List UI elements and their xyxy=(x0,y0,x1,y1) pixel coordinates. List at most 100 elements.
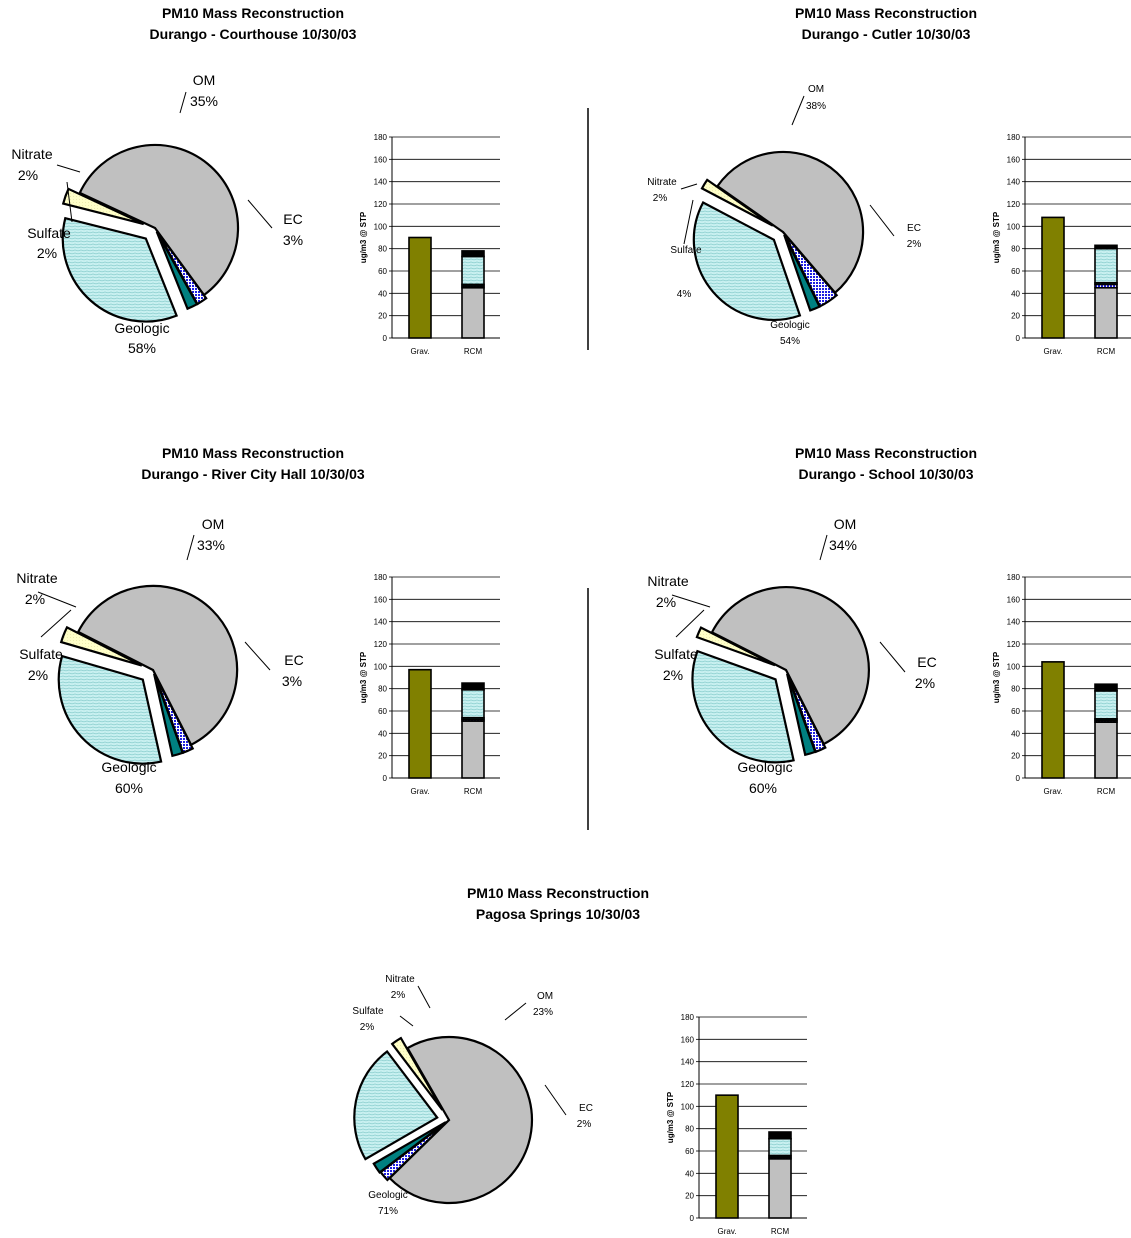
y-tick-label: 20 xyxy=(1011,312,1020,321)
panel-5: PM10 Mass Reconstruction Pagosa Springs 1… xyxy=(352,885,807,1236)
y-tick-label: 160 xyxy=(681,1035,695,1044)
leader-line-nitrate xyxy=(417,985,431,1009)
leader-line-sulfate xyxy=(675,609,705,638)
bar-grav xyxy=(1041,216,1065,339)
slice-percent-om: 38% xyxy=(806,101,826,112)
slice-percent-nitrate: 2% xyxy=(653,193,668,204)
slice-percent-ec: 3% xyxy=(282,673,302,689)
slice-label-sulfate: Sulfate xyxy=(27,225,71,241)
y-tick-label: 80 xyxy=(685,1125,694,1134)
slice-percent-sulfate: 4% xyxy=(677,289,692,300)
x-tick-label: Grav. xyxy=(718,1227,737,1236)
y-tick-label: 20 xyxy=(378,752,387,761)
slice-label-ec: EC xyxy=(579,1103,593,1114)
pie-slice-ec xyxy=(700,178,774,227)
slice-percent-ec: 2% xyxy=(915,675,935,691)
leader-line-om xyxy=(791,95,805,126)
slice-label-geologic: Geologic xyxy=(368,1190,407,1201)
leader-line-nitrate xyxy=(671,594,711,608)
slice-percent-sulfate: 2% xyxy=(28,667,48,683)
leader-line-om xyxy=(504,1002,527,1021)
bar-rcm-om xyxy=(768,1137,792,1157)
y-tick-label: 20 xyxy=(685,1192,694,1201)
y-tick-label: 40 xyxy=(378,289,387,298)
chart-subtitle: Durango - Cutler 10/30/03 xyxy=(802,26,971,42)
slice-label-sulfate: Sulfate xyxy=(19,646,63,662)
slice-label-om: OM xyxy=(202,516,225,532)
bar-rcm-geologic xyxy=(461,286,485,339)
pie-slice-ec xyxy=(390,1036,444,1111)
slice-label-geologic: Geologic xyxy=(114,320,169,336)
panel-1: PM10 Mass Reconstruction Durango - Courth… xyxy=(11,5,500,356)
chart-subtitle: Pagosa Springs 10/30/03 xyxy=(476,906,640,922)
slice-percent-geologic: 58% xyxy=(128,340,156,356)
y-tick-label: 60 xyxy=(685,1147,694,1156)
bar-grav xyxy=(1041,661,1065,779)
slice-label-ec: EC xyxy=(284,652,303,668)
slice-label-om: OM xyxy=(193,72,216,88)
y-tick-label: 160 xyxy=(374,155,388,164)
pie-slice-ec xyxy=(695,626,776,667)
y-tick-label: 120 xyxy=(374,640,388,649)
bar-rcm-geologic xyxy=(461,720,485,779)
bar-rcm-ec xyxy=(1094,244,1118,250)
y-tick-label: 100 xyxy=(1007,222,1021,231)
y-tick-label: 0 xyxy=(690,1214,695,1223)
bar-rcm-ec xyxy=(461,250,485,258)
slice-label-geologic: Geologic xyxy=(770,320,809,331)
leader-line-ec xyxy=(879,641,906,673)
y-tick-label: 60 xyxy=(378,707,387,716)
chart-title: PM10 Mass Reconstruction xyxy=(162,445,344,461)
y-tick-label: 140 xyxy=(374,178,388,187)
y-axis-label: ug/m3 @ STP xyxy=(666,1091,675,1143)
slice-label-om: OM xyxy=(537,991,553,1002)
slice-percent-om: 33% xyxy=(197,537,225,553)
y-tick-label: 40 xyxy=(378,729,387,738)
chart-title: PM10 Mass Reconstruction xyxy=(467,885,649,901)
y-tick-label: 0 xyxy=(1016,334,1021,343)
bar-chart: 0 20 40 60 80 100 120 140 160 180 ug/m3 @ STP Grav.… xyxy=(359,573,500,796)
y-tick-label: 40 xyxy=(1011,289,1020,298)
slice-percent-om: 35% xyxy=(190,93,218,109)
leader-line-nitrate xyxy=(680,183,698,190)
slice-percent-sulfate: 2% xyxy=(360,1022,375,1033)
pie-slice-nitrate xyxy=(786,673,817,757)
y-tick-label: 80 xyxy=(378,245,387,254)
y-tick-label: 180 xyxy=(374,133,388,142)
y-tick-label: 180 xyxy=(374,573,388,582)
y-tick-label: 100 xyxy=(374,222,388,231)
y-axis-label: ug/m3 @ STP xyxy=(359,211,368,263)
y-tick-label: 100 xyxy=(374,662,388,671)
y-tick-label: 120 xyxy=(1007,200,1021,209)
bar-grav xyxy=(715,1094,739,1219)
pie-slice-geologic xyxy=(715,150,865,295)
slice-percent-nitrate: 2% xyxy=(391,990,406,1001)
slice-percent-ec: 2% xyxy=(907,239,922,250)
leader-line-om xyxy=(179,91,187,114)
x-tick-label: RCM xyxy=(464,787,483,796)
bar-rcm-ec xyxy=(461,682,485,691)
y-tick-label: 120 xyxy=(1007,640,1021,649)
x-tick-label: RCM xyxy=(464,347,483,356)
y-tick-label: 60 xyxy=(1011,707,1020,716)
bar-chart: 0 20 40 60 80 100 120 140 160 180 ug/m3 @ STP Grav.… xyxy=(666,1013,807,1236)
x-tick-label: Grav. xyxy=(1044,787,1063,796)
slice-percent-om: 34% xyxy=(829,537,857,553)
pie-slice-nitrate xyxy=(153,673,185,758)
y-tick-label: 180 xyxy=(1007,573,1021,582)
leader-line-nitrate xyxy=(56,164,81,173)
slice-percent-sulfate: 2% xyxy=(37,245,57,261)
pie-slice-nitrate xyxy=(155,231,199,311)
slice-label-sulfate: Sulfate xyxy=(352,1006,384,1017)
y-tick-label: 140 xyxy=(1007,178,1021,187)
y-tick-label: 60 xyxy=(378,267,387,276)
slice-percent-nitrate: 2% xyxy=(18,167,38,183)
slice-label-nitrate: Nitrate xyxy=(11,146,52,162)
y-tick-label: 120 xyxy=(374,200,388,209)
panel-2: PM10 Mass Reconstruction Durango - Cutler… xyxy=(647,5,1131,356)
x-tick-label: RCM xyxy=(1097,787,1116,796)
pie-slice-ec xyxy=(59,625,143,667)
slice-label-ec: EC xyxy=(283,211,302,227)
slice-label-nitrate: Nitrate xyxy=(647,573,688,589)
slice-percent-om: 23% xyxy=(533,1007,553,1018)
